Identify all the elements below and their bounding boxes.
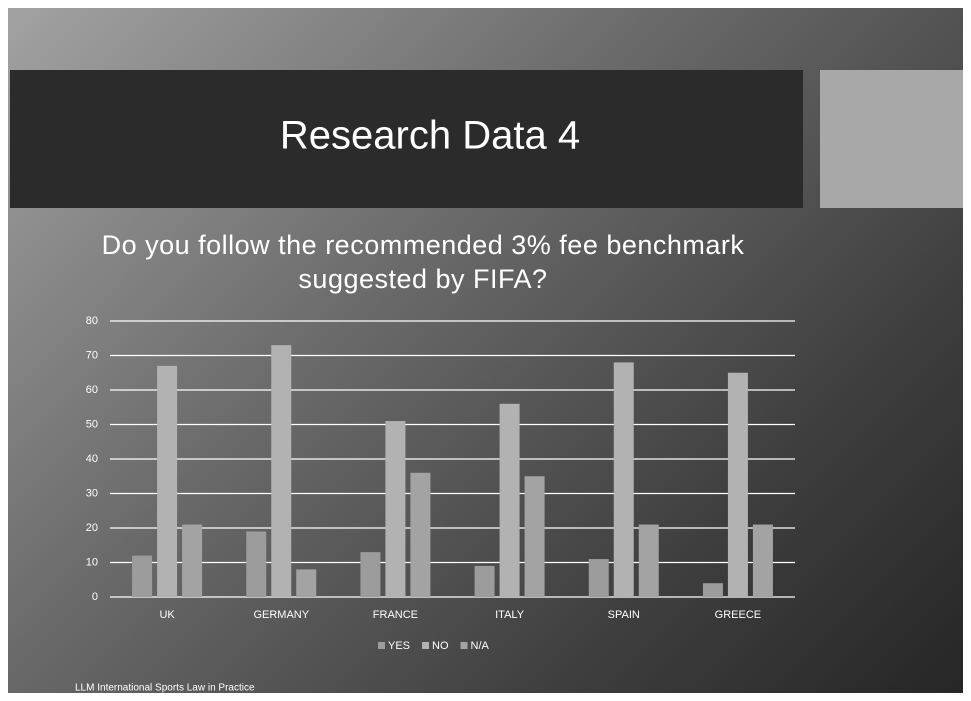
bar — [385, 421, 406, 597]
y-tick-label: 80 — [86, 315, 98, 327]
x-tick-label: FRANCE — [373, 609, 418, 621]
bar — [246, 531, 267, 597]
chart-title: Do you follow the recommended 3% fee ben… — [101, 230, 745, 294]
bar — [613, 362, 634, 597]
x-tick-label: GREECE — [715, 609, 761, 621]
x-tick-label: ITALY — [495, 609, 525, 621]
bar — [474, 565, 495, 597]
bar — [499, 403, 520, 597]
header-band — [10, 70, 803, 208]
y-tick-label: 30 — [86, 487, 98, 499]
y-tick-label: 40 — [86, 453, 98, 465]
legend-swatch — [460, 642, 468, 649]
bar — [727, 372, 748, 597]
slide-title: Research Data 4 — [280, 114, 580, 158]
y-tick-label: 50 — [86, 418, 98, 430]
legend-label: YES — [388, 640, 410, 652]
bar — [752, 524, 773, 597]
slide: Research Data 4 LLM International Sports… — [8, 8, 963, 693]
legend-swatch — [378, 642, 385, 649]
legend-label: NO — [432, 640, 449, 652]
x-tick-label: GERMANY — [253, 609, 309, 621]
header-square — [820, 70, 963, 208]
x-tick-label: SPAIN — [608, 609, 640, 621]
y-tick-label: 20 — [86, 522, 98, 534]
footer: LLM International Sports Law in Practice — [75, 683, 255, 693]
bar — [638, 524, 659, 597]
bar — [271, 345, 292, 597]
bar — [182, 524, 203, 597]
y-tick-label: 70 — [86, 349, 98, 361]
bar — [296, 569, 317, 597]
bar — [132, 555, 153, 597]
x-tick-label: UK — [159, 609, 175, 621]
bar — [410, 472, 431, 597]
bar — [157, 365, 178, 597]
legend-swatch — [422, 642, 430, 649]
bar — [524, 476, 545, 597]
y-tick-label: 0 — [92, 591, 98, 603]
chart: Research Data 4 LLM International Sports… — [10, 70, 963, 693]
y-tick-label: 60 — [86, 384, 98, 396]
legend-label: N/A — [471, 640, 490, 652]
bar — [360, 552, 381, 597]
bar — [588, 559, 609, 597]
y-tick-label: 10 — [86, 556, 98, 568]
bar — [702, 583, 723, 597]
